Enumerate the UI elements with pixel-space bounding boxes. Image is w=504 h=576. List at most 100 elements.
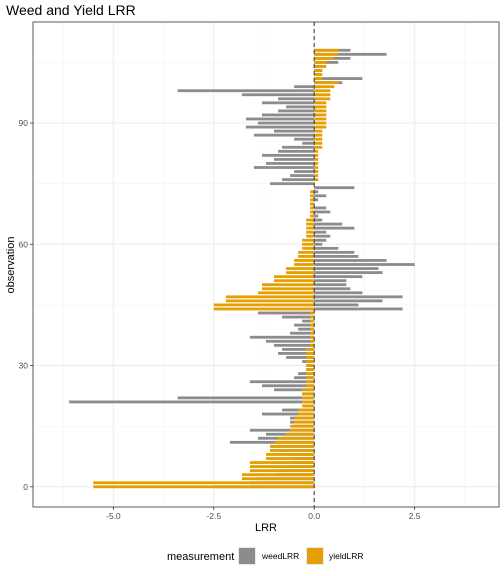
weedLRR-bar: [274, 343, 315, 347]
weedLRR-bar: [314, 238, 327, 242]
weedLRR-bar: [286, 356, 315, 359]
yieldLRR-bar: [314, 93, 331, 97]
yieldLRR-bar: [274, 440, 315, 444]
yieldLRR-bar: [225, 295, 315, 299]
yieldLRR-bar: [249, 469, 315, 473]
yieldLRR-bar: [310, 194, 315, 198]
weedLRR-bar: [274, 388, 315, 392]
weedLRR-bar: [261, 101, 315, 105]
weedLRR-bar: [294, 170, 315, 173]
legend-label-weedLRR: weedLRR: [261, 551, 299, 561]
weedLRR-bar: [314, 190, 319, 194]
yieldLRR-bar: [274, 275, 315, 279]
weedLRR-bar: [314, 295, 403, 299]
yieldLRR-bar: [314, 73, 323, 76]
y-tick-label: 0: [23, 482, 28, 492]
yieldLRR-bar: [310, 335, 315, 339]
yieldLRR-bar: [302, 388, 315, 392]
yieldLRR-bar: [270, 449, 315, 452]
yieldLRR-bar: [306, 364, 315, 367]
weedLRR-bar: [282, 347, 315, 351]
yieldLRR-bar: [314, 158, 319, 161]
panel-border: [32, 21, 500, 508]
weedLRR-bar: [249, 335, 315, 339]
yieldLRR-bar: [314, 178, 319, 182]
weedLRR-bar: [270, 182, 315, 186]
weedLRR-bar: [314, 198, 319, 202]
weedLRR-bar: [253, 166, 315, 169]
yieldLRR-bar: [306, 234, 315, 238]
legend-label-yieldLRR: yieldLRR: [329, 551, 364, 561]
yieldLRR-bar: [225, 299, 315, 303]
weedLRR-bar: [249, 428, 315, 432]
yieldLRR-bar: [306, 376, 315, 380]
yieldLRR-bar: [310, 198, 315, 202]
yieldLRR-bar: [306, 230, 315, 234]
weedLRR-bar: [245, 125, 315, 129]
yieldLRR-bar: [310, 214, 315, 218]
weedLRR-bar: [314, 291, 363, 295]
weedLRR-bar: [314, 250, 355, 254]
yieldLRR-bar: [306, 352, 315, 355]
weedLRR-bar: [314, 210, 331, 214]
chart-title: Weed and Yield LRR: [6, 2, 136, 18]
weedLRR-bar: [314, 234, 331, 238]
weedLRR-bar: [294, 137, 315, 141]
yieldLRR-bar: [290, 428, 315, 432]
x-tick-label: 2.5: [409, 511, 421, 521]
yieldLRR-bar: [314, 174, 319, 177]
yieldLRR-bar: [314, 141, 323, 145]
yieldLRR-bar: [314, 48, 339, 52]
yieldLRR-bar: [298, 408, 315, 412]
weedLRR-bar: [278, 149, 315, 153]
yieldLRR-bar: [306, 372, 315, 376]
legend: measurement weedLRR yieldLRR: [167, 547, 364, 565]
yieldLRR-bar: [314, 129, 323, 133]
yieldLRR-bar: [310, 343, 315, 347]
weedLRR-bar: [241, 93, 315, 97]
weedLRR-bar: [314, 242, 323, 246]
weedLRR-bar: [314, 186, 355, 190]
yieldLRR-bar: [302, 396, 315, 400]
weedLRR-bar: [314, 246, 339, 250]
yieldLRR-bar: [290, 424, 315, 428]
yieldLRR-bar: [286, 271, 315, 274]
weedLRR-bar: [314, 271, 383, 274]
legend-swatch-yieldLRR: [307, 548, 323, 564]
yieldLRR-bar: [241, 473, 315, 477]
weedLRR-bar: [302, 141, 315, 145]
yieldLRR-bar: [314, 166, 319, 169]
weedLRR-bar: [314, 214, 319, 218]
plot-panel: [32, 21, 500, 508]
yieldLRR-bar: [314, 137, 323, 141]
yieldLRR-bar: [270, 444, 315, 448]
yieldLRR-bar: [266, 457, 315, 460]
weedLRR-bar: [261, 113, 315, 117]
yieldLRR-bar: [286, 267, 315, 270]
weedLRR-bar: [282, 178, 315, 182]
weedLRR-bar: [314, 52, 387, 56]
yieldLRR-bar: [314, 52, 339, 56]
weedLRR-bar: [282, 145, 315, 149]
weedLRR-bar: [314, 303, 359, 307]
weedLRR-bar: [314, 255, 359, 258]
yieldLRR-bar: [266, 453, 315, 456]
weedLRR-bar: [314, 279, 347, 283]
yieldLRR-bar: [302, 238, 315, 242]
weedLRR-bar: [314, 267, 379, 270]
yieldLRR-bar: [93, 481, 315, 485]
yieldLRR-bar: [310, 210, 315, 214]
weedLRR-bar: [253, 133, 315, 137]
yieldLRR-bar: [306, 226, 315, 230]
yieldLRR-bar: [314, 89, 331, 93]
yieldLRR-bar: [298, 250, 315, 254]
yieldLRR-bar: [314, 145, 323, 149]
yieldLRR-bar: [314, 149, 319, 153]
yieldLRR-bar: [314, 105, 327, 109]
weedLRR-bar: [314, 275, 363, 279]
weedLRR-bar: [314, 259, 387, 262]
weedLRR-bar: [257, 121, 315, 125]
yieldLRR-bar: [306, 356, 315, 359]
yieldLRR-bar: [294, 263, 315, 266]
